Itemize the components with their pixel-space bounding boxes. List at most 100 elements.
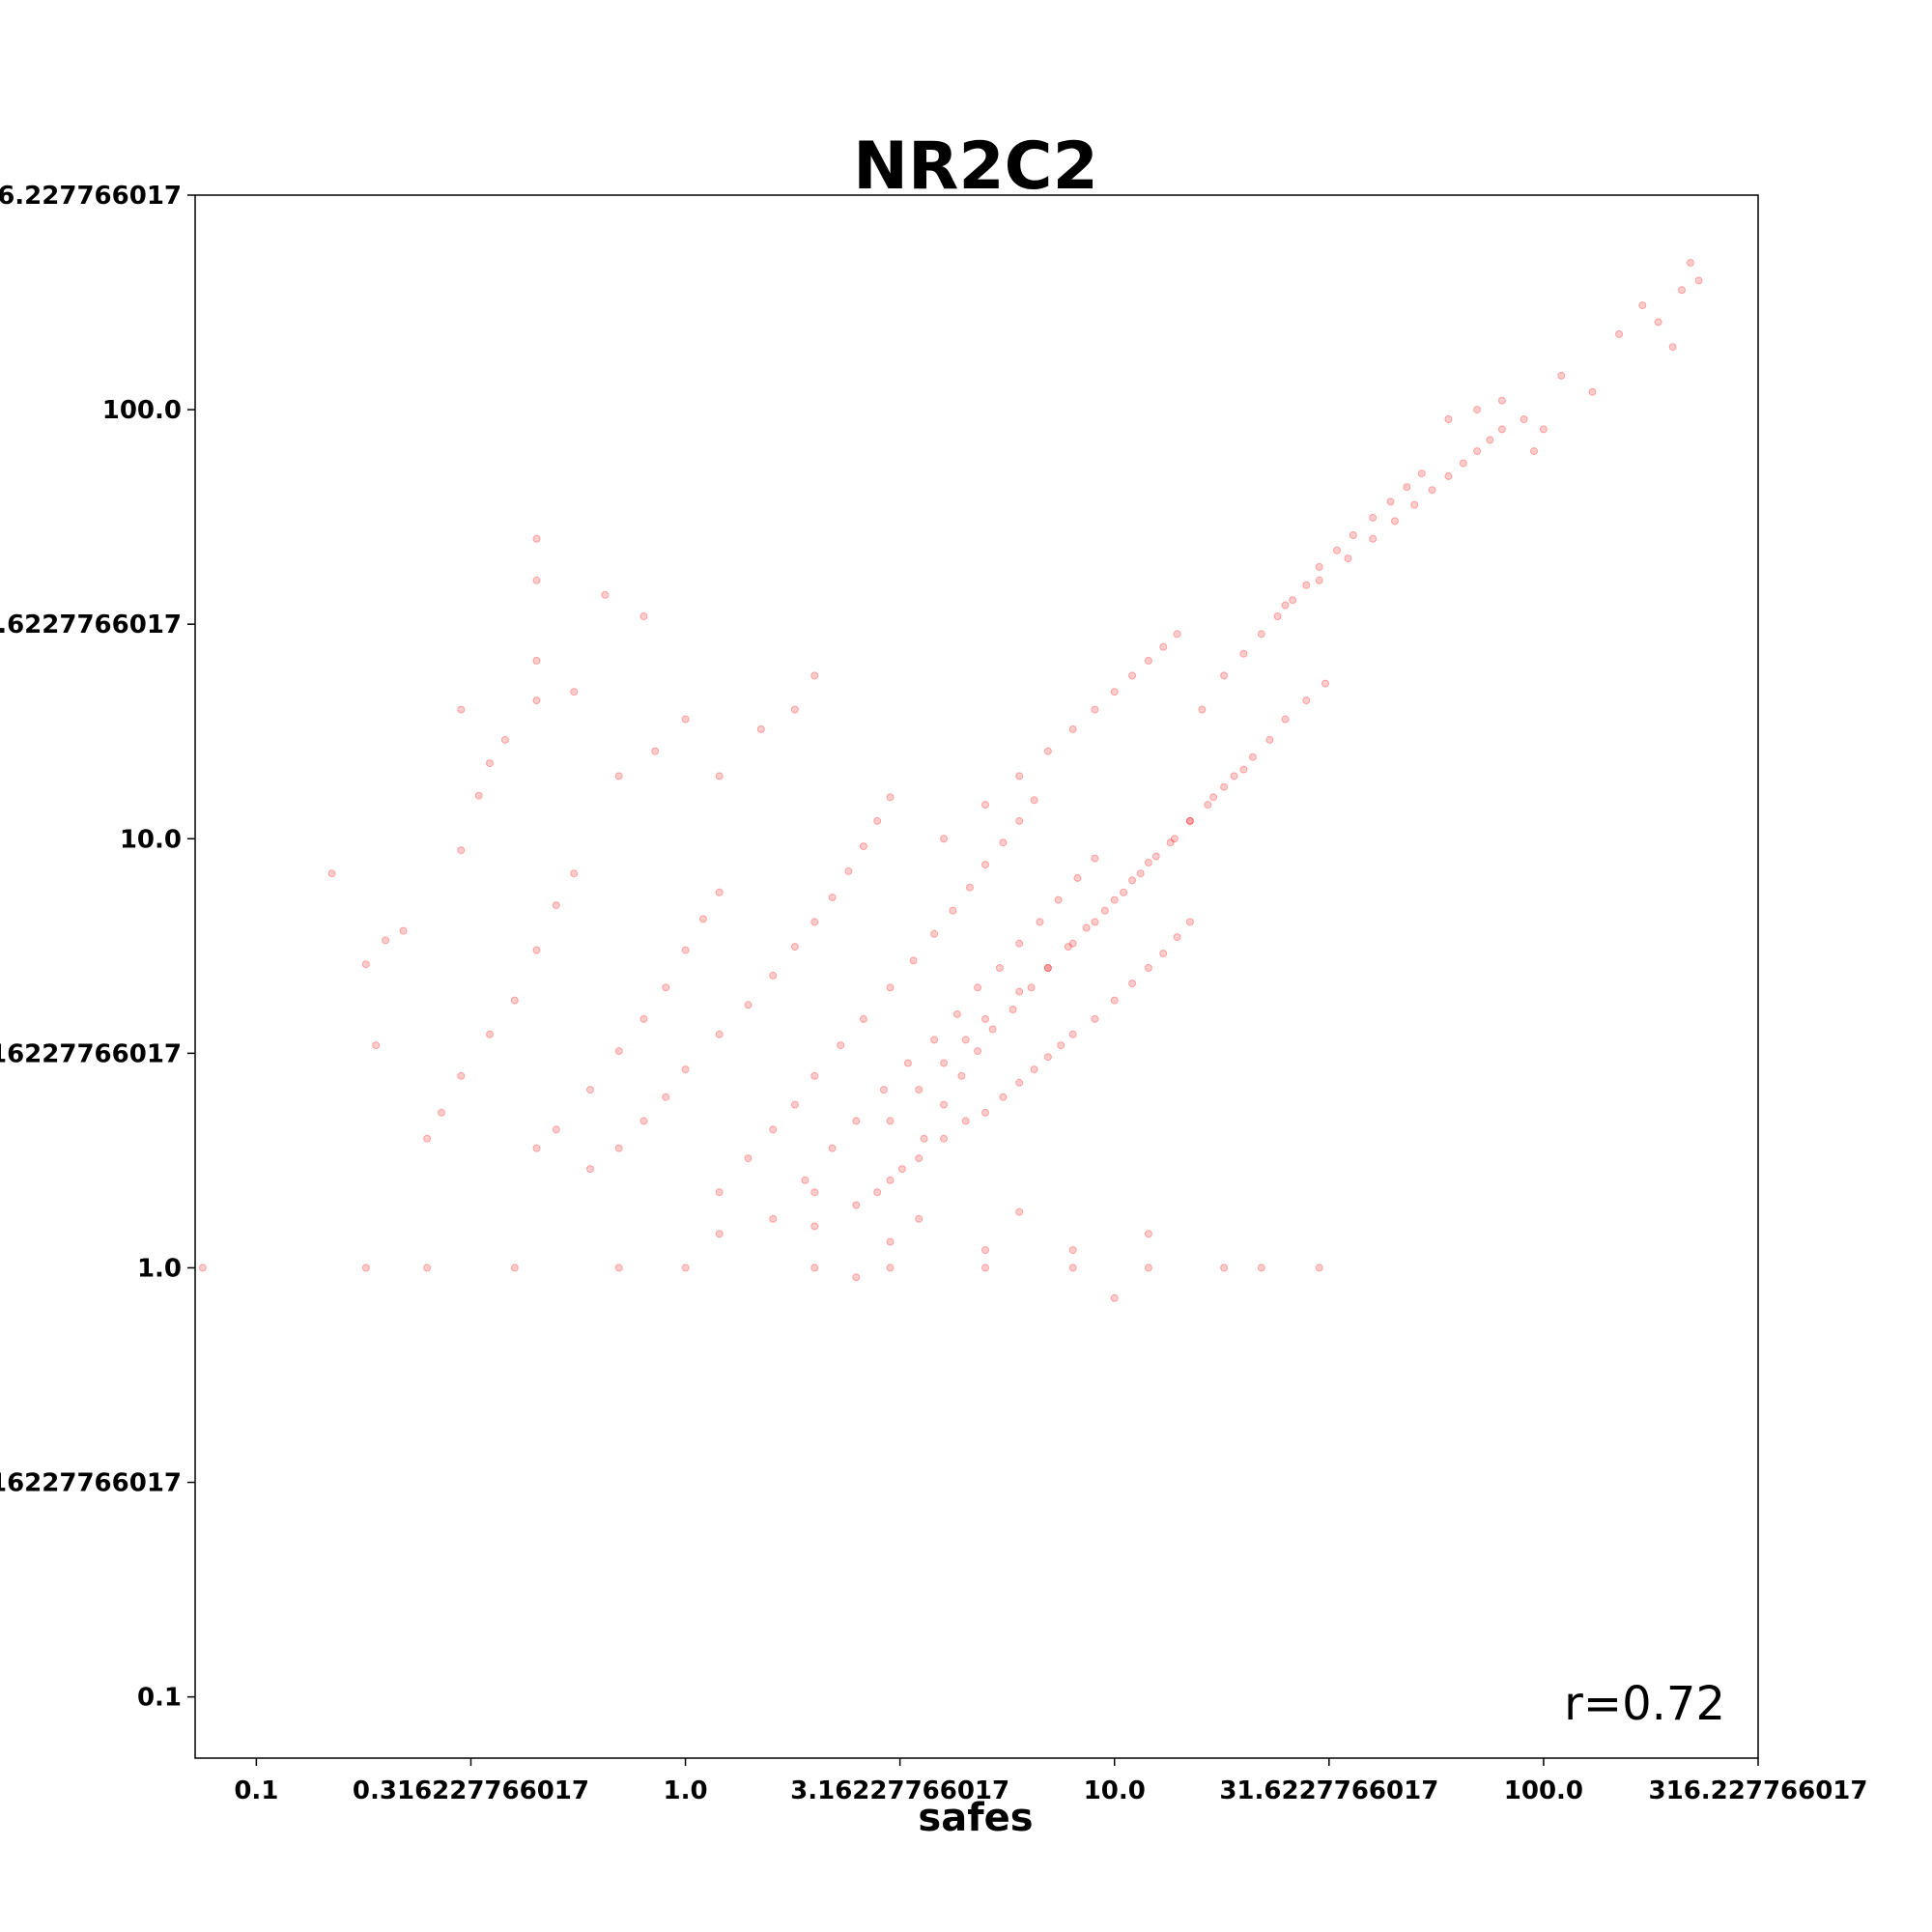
data-point — [614, 1144, 623, 1152]
chart-title: NR2C2 — [853, 128, 1098, 205]
data-point — [614, 1047, 623, 1056]
data-point — [438, 1108, 445, 1117]
data-point — [744, 1154, 753, 1163]
y-tick-label: 3.16227766017 — [0, 1039, 182, 1068]
data-point — [886, 983, 895, 992]
x-tick-label: 316.227766017 — [1649, 1776, 1868, 1805]
data-point — [361, 960, 370, 969]
data-point — [1068, 724, 1077, 733]
data-point — [1091, 918, 1099, 926]
data-point — [423, 1264, 432, 1272]
data-point — [1091, 854, 1099, 863]
data-point — [886, 1264, 895, 1272]
data-point — [474, 791, 483, 800]
data-point — [639, 1014, 648, 1023]
data-point — [852, 1117, 861, 1125]
data-point — [715, 888, 724, 896]
data-point — [769, 1125, 778, 1134]
data-point — [974, 983, 982, 992]
data-point — [1265, 735, 1274, 744]
data-point — [940, 835, 948, 843]
data-point — [1159, 642, 1168, 651]
data-point — [909, 956, 918, 965]
data-point — [1091, 705, 1099, 714]
data-point — [1687, 259, 1694, 267]
data-point — [1220, 671, 1229, 680]
scatter-points — [198, 259, 1703, 1302]
data-point — [1068, 1264, 1077, 1272]
data-point — [965, 883, 974, 892]
data-point — [1588, 387, 1597, 396]
data-point — [930, 1036, 939, 1044]
data-point — [852, 1273, 861, 1282]
data-point — [1638, 301, 1647, 310]
data-point — [570, 869, 579, 878]
data-point — [1459, 459, 1467, 468]
data-point — [1315, 576, 1323, 584]
data-point — [486, 759, 494, 768]
data-point — [486, 1030, 494, 1038]
data-point — [852, 1201, 861, 1209]
data-point — [532, 696, 541, 705]
data-point — [1068, 1246, 1077, 1255]
data-point — [1128, 671, 1137, 680]
data-point — [715, 772, 724, 781]
data-point — [1248, 753, 1257, 761]
data-point — [879, 1086, 888, 1094]
data-point — [999, 838, 1008, 847]
data-point — [961, 1036, 970, 1044]
data-point — [698, 915, 707, 923]
data-point — [828, 894, 837, 901]
data-point — [756, 724, 765, 733]
data-point — [810, 671, 819, 680]
x-tick-label: 10.0 — [1084, 1776, 1146, 1805]
data-point — [1015, 987, 1024, 996]
data-point — [981, 1264, 989, 1272]
data-point — [662, 1093, 670, 1101]
data-point — [828, 1144, 837, 1152]
data-point — [949, 906, 957, 915]
data-point — [1315, 1264, 1323, 1272]
data-point — [198, 1264, 207, 1272]
data-point — [532, 576, 541, 584]
data-point — [532, 656, 541, 665]
data-point — [873, 1188, 882, 1197]
data-point — [1173, 630, 1181, 639]
data-point — [1068, 1030, 1077, 1038]
data-point — [1166, 838, 1175, 847]
data-point — [999, 1093, 1008, 1101]
data-point — [981, 1246, 989, 1255]
data-point — [1369, 534, 1378, 543]
data-point — [1185, 816, 1194, 825]
data-point — [1349, 531, 1357, 539]
data-point — [1209, 793, 1218, 802]
data-point — [1403, 483, 1411, 492]
data-point — [940, 1059, 948, 1067]
data-point — [1043, 747, 1052, 755]
data-point — [681, 946, 690, 954]
x-tick-label: 3.16227766017 — [790, 1776, 1009, 1805]
data-point — [1473, 447, 1482, 456]
data-point — [1064, 943, 1072, 952]
y-tick-label: 316.227766017 — [0, 182, 182, 211]
data-point — [915, 1214, 923, 1223]
data-point — [639, 1117, 648, 1125]
data-point — [1302, 696, 1311, 705]
data-point — [1198, 705, 1207, 714]
data-point — [1230, 772, 1238, 781]
data-point — [1520, 415, 1528, 423]
data-point — [1204, 801, 1212, 810]
data-point — [681, 715, 690, 724]
data-point — [920, 1134, 928, 1143]
data-point — [1444, 415, 1453, 423]
data-point — [981, 861, 989, 869]
data-point — [1315, 562, 1323, 571]
data-point — [1110, 895, 1119, 904]
data-point — [327, 869, 336, 878]
data-point — [586, 1165, 594, 1174]
data-point — [1015, 1078, 1024, 1087]
data-point — [790, 705, 799, 714]
data-point — [1321, 679, 1329, 688]
data-point — [552, 901, 560, 910]
